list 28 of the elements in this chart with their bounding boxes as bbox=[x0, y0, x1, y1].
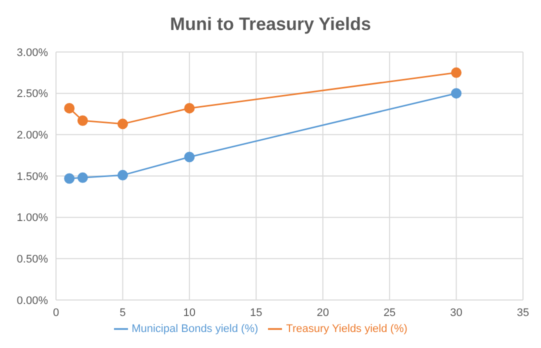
x-tick-label: 15 bbox=[250, 306, 262, 319]
y-tick-label: 0.50% bbox=[16, 254, 48, 266]
x-tick-label: 25 bbox=[383, 306, 396, 319]
point bbox=[451, 67, 462, 78]
point bbox=[451, 88, 462, 99]
y-tick-label: 3.00% bbox=[16, 46, 48, 59]
y-tick-label: 1.50% bbox=[16, 170, 48, 183]
legend-label: Municipal Bonds yield (%) bbox=[132, 322, 258, 335]
point bbox=[184, 152, 195, 162]
point bbox=[77, 115, 88, 126]
y-tick-label: 2.50% bbox=[16, 88, 48, 100]
x-tick-label: 20 bbox=[316, 306, 329, 319]
x-tick-label: 30 bbox=[450, 306, 462, 319]
legend-label: Treasury Yields yield (%) bbox=[286, 322, 408, 335]
x-tick-label: 0 bbox=[52, 306, 60, 319]
point bbox=[117, 118, 128, 130]
y-tick-label: 2.00% bbox=[16, 130, 48, 142]
x-tick-label: 35 bbox=[516, 306, 530, 319]
point bbox=[117, 170, 128, 180]
x-tick-label: 10 bbox=[183, 306, 196, 319]
y-tick-label: 0.00% bbox=[16, 294, 48, 307]
point bbox=[77, 172, 88, 183]
y-tick-label: 1.00% bbox=[16, 212, 48, 224]
point bbox=[64, 173, 75, 184]
point bbox=[184, 102, 195, 114]
chart-title: Muni to Treasury Yields bbox=[168, 13, 372, 36]
point bbox=[64, 102, 75, 114]
x-tick-label: 5 bbox=[120, 306, 126, 319]
